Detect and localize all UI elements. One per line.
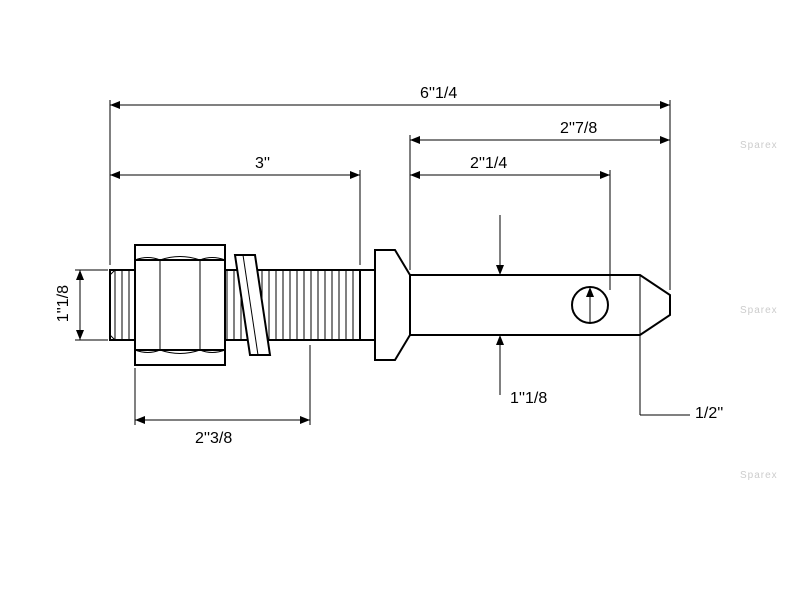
watermark-3: Sparex: [740, 470, 778, 481]
dim-threaded: [110, 170, 360, 265]
label-shaft-dia: 1''1/8: [510, 390, 547, 408]
label-shaft-working: 2''1/4: [470, 155, 507, 173]
watermark-1: Sparex: [740, 140, 778, 151]
technical-drawing: [0, 0, 800, 600]
dim-hole-leader: [640, 330, 690, 415]
dim-nut: [135, 345, 310, 425]
collar: [375, 250, 410, 360]
hex-nut: [135, 245, 225, 365]
label-height: 1''1/8: [55, 285, 73, 322]
label-overall: 6''1/4: [420, 85, 457, 103]
label-threaded: 3'': [255, 155, 270, 173]
label-shaft-tip: 2''7/8: [560, 120, 597, 138]
label-nut: 2''3/8: [195, 430, 232, 448]
dim-shaft-working: [410, 170, 610, 290]
shank-section: [360, 270, 375, 340]
label-hole: 1/2'': [695, 405, 723, 423]
dim-shaft-to-tip: [410, 135, 670, 270]
dim-height: [75, 270, 108, 340]
watermark-2: Sparex: [740, 305, 778, 316]
pin-shaft: [410, 275, 670, 335]
